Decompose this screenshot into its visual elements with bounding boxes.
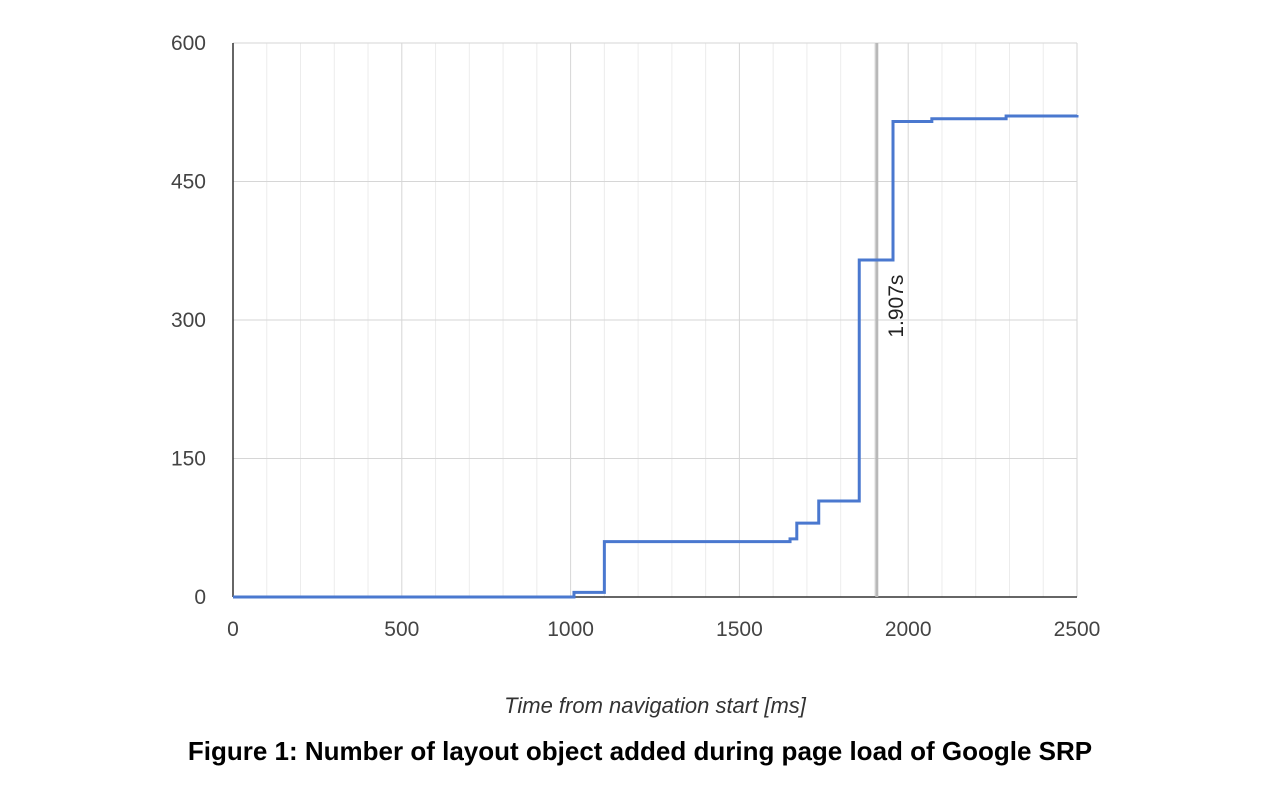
major-gridlines [233,42,1078,597]
y-tick-label: 600 [171,32,206,55]
x-tick-label: 500 [384,618,419,641]
y-tick-label: 450 [171,171,206,194]
y-axis-tick-labels: 0 150 300 450 600 [171,32,206,609]
y-tick-label: 0 [194,586,206,609]
annotation-label: 1.907s [885,275,908,338]
x-tick-label: 1500 [716,618,763,641]
x-tick-label: 0 [227,618,239,641]
series-line [233,114,1079,599]
x-tick-label: 2000 [885,618,932,641]
series-layer [233,114,1079,599]
annotation-layer: 1.907s [875,43,908,597]
chart: 1.907s 0 500 1000 1500 2000 2500 0 150 300 450 60… [171,32,1100,718]
y-tick-label: 300 [171,309,206,332]
x-tick-label: 2500 [1054,618,1101,641]
x-axis-tick-labels: 0 500 1000 1500 2000 2500 [227,618,1100,641]
x-tick-label: 1000 [547,618,594,641]
x-axis-label: Time from navigation start [ms] [504,693,807,718]
y-tick-label: 150 [171,448,206,471]
figure-caption: Figure 1: Number of layout object added … [187,736,1093,766]
